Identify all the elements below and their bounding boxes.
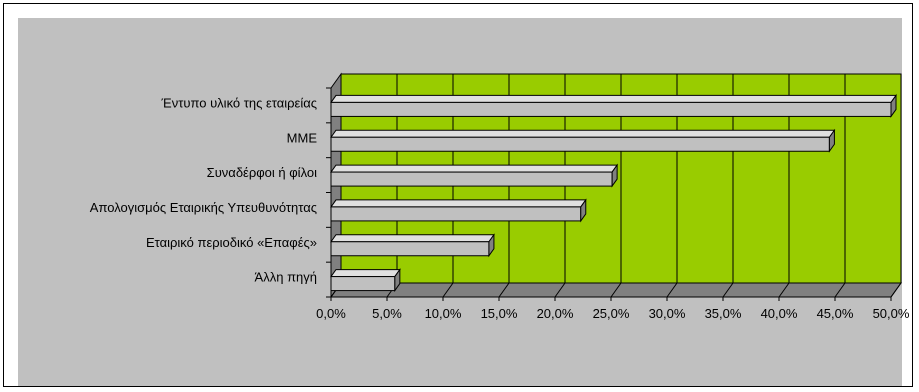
bars [330, 93, 897, 293]
bar [330, 268, 401, 293]
category-label: ΜΜΕ [287, 130, 318, 145]
bar-top-face [330, 164, 619, 173]
bar-front-face [330, 206, 582, 222]
bar [330, 93, 897, 118]
category-label: Άλλη πηγή [255, 270, 317, 285]
bar-end-face [580, 198, 587, 223]
gridline-floor [498, 282, 510, 298]
gridline-floor [722, 282, 734, 298]
gridline-floor [442, 282, 454, 298]
x-tick-label: 25,0% [593, 306, 630, 321]
bar-front-face [330, 276, 396, 292]
bar [330, 198, 587, 223]
bar-end-face [488, 233, 495, 258]
x-tick-label: 0,0% [316, 306, 346, 321]
gridline-floor [834, 282, 846, 298]
x-tick-label: 45,0% [817, 306, 854, 321]
gridline-floor [778, 282, 790, 298]
category-label: Συναδέρφοι ή φίλοι [207, 165, 317, 180]
category-labels: Έντυπο υλικό της εταιρείας ΜΜΕ Συναδέρφοι … [90, 95, 318, 284]
gridline-floor [890, 282, 902, 298]
category-label: Απολογισμός Εταιρικής Υπευθυνότητας [90, 200, 317, 215]
x-tick-label: 15,0% [481, 306, 518, 321]
gridline-floor [666, 282, 678, 298]
gridline-floor [610, 282, 622, 298]
bar-front-face [330, 241, 490, 257]
bar-top-face [330, 234, 495, 243]
bar [330, 233, 495, 258]
bar-top-face [330, 269, 401, 278]
category-label: Έντυπο υλικό της εταιρείας [161, 95, 318, 110]
x-tick-label: 40,0% [761, 306, 798, 321]
bar [330, 163, 619, 188]
bar-top-face [330, 199, 587, 208]
category-label: Εταιρικό περιοδικό «Επαφές» [146, 235, 317, 250]
x-tick-label: 35,0% [705, 306, 742, 321]
x-tick-label: 50,0% [873, 306, 910, 321]
bar-front-face [330, 136, 830, 152]
x-tick-labels: 0,0% 5,0% 10,0% 15,0% 20,0% 25,0% 30,0% 35,0% 40… [316, 306, 910, 321]
bar-front-face [330, 101, 892, 117]
bar-end-face [394, 268, 401, 293]
x-tick-label: 20,0% [537, 306, 574, 321]
bar [330, 128, 836, 153]
bar-top-face [330, 94, 897, 103]
bar-end-face [611, 163, 618, 188]
bar-end-face [828, 128, 835, 153]
gridline-floor [554, 282, 566, 298]
bar-end-face [890, 93, 897, 118]
x-tick-label: 10,0% [425, 306, 462, 321]
bar-front-face [330, 171, 613, 187]
x-tick-label: 5,0% [372, 306, 402, 321]
x-tick-label: 30,0% [649, 306, 686, 321]
bar-top-face [330, 129, 836, 138]
